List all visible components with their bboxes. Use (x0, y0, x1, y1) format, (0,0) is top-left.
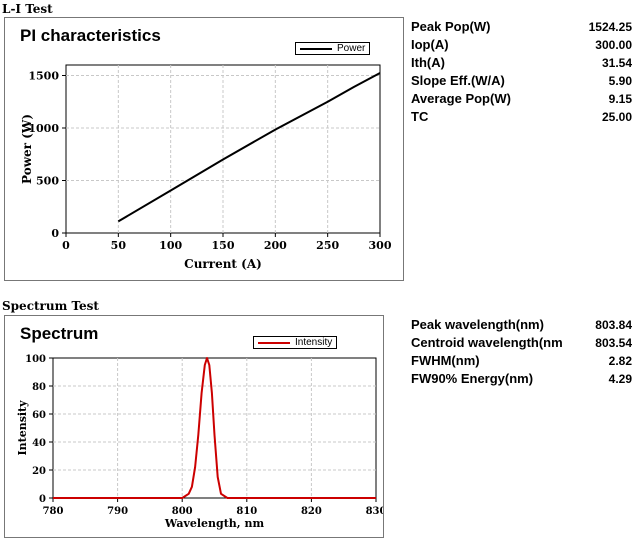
spectrum-chart-title: Spectrum (20, 324, 99, 343)
spectrum-x-tick-label: 830 (366, 506, 383, 517)
spectrum-x-tick-label: 790 (107, 506, 128, 517)
pi-x-tick-label: 300 (369, 239, 392, 252)
spectrum-stat-label: Peak wavelength(nm) (411, 317, 544, 332)
pi-x-tick-label: 200 (264, 239, 287, 252)
spectrum-stat-label: FWHM(nm) (411, 353, 480, 368)
spectrum-y-tick-label: 20 (32, 466, 46, 477)
spectrum-stat-value: 803.84 (595, 318, 632, 332)
spectrum-y-tick-label: 0 (39, 494, 46, 505)
spectrum-test-section-title: Spectrum Test (2, 299, 99, 313)
spectrum-y-tick-label: 100 (25, 354, 46, 365)
li-test-section-title: L-I Test (2, 2, 53, 16)
spectrum-stat-row: Peak wavelength(nm) 803.84 (411, 316, 632, 334)
pi-chart-panel: PI characteristics Power 0 50 100 150 200 250… (4, 17, 404, 281)
pi-y-tick-label: 1500 (28, 70, 59, 83)
spectrum-x-tick-label: 810 (236, 506, 257, 517)
spectrum-legend-label: Intensity (295, 337, 333, 348)
pi-chart: 0 50 100 150 200 250 300 0 500 1000 1500 Current (A… (20, 64, 392, 271)
li-stat-label: Iop(A) (411, 37, 449, 52)
pi-legend-label: Power (337, 43, 366, 54)
spectrum-y-tick-label: 60 (32, 410, 46, 421)
li-stat-label: Peak Pop(W) (411, 19, 491, 34)
pi-series-line (117, 72, 381, 223)
spectrum-stat-value: 4.29 (608, 372, 632, 386)
li-stat-row: Iop(A) 300.00 (411, 36, 632, 54)
pi-y-tick-label: 1000 (28, 122, 59, 135)
spectrum-stat-row: FWHM(nm) 2.82 (411, 352, 632, 370)
li-stat-value: 300.00 (595, 38, 632, 52)
spectrum-x-axis-label: Wavelength, nm (164, 517, 265, 530)
pi-legend: Power (295, 42, 371, 55)
spectrum-stat-row: Centroid wavelength(nm 803.54 (411, 334, 632, 352)
spectrum-chart-panel: Spectrum Intensity 780 790 800 810 820 830 0 20… (4, 315, 384, 538)
li-stats-panel: Peak Pop(W) 1524.25 Iop(A) 300.00 Ith(A) 31.5… (411, 18, 632, 148)
pi-x-tick-label: 250 (316, 239, 339, 252)
pi-x-tick-label: 0 (62, 239, 70, 252)
spectrum-legend: Intensity (253, 336, 338, 349)
spectrum-x-tick-label: 820 (301, 506, 322, 517)
li-stat-row: TC 25.00 (411, 108, 632, 126)
li-stat-row: Average Pop(W) 9.15 (411, 90, 632, 108)
spectrum-stats-panel: Peak wavelength(nm) 803.84 Centroid wavele… (411, 316, 632, 396)
li-stat-value: 1524.25 (588, 20, 632, 34)
spectrum-stat-value: 2.82 (608, 354, 632, 368)
spectrum-y-axis-label: Intensity (16, 400, 29, 456)
spectrum-stat-label: FW90% Energy(nm) (411, 371, 534, 386)
pi-x-axis-label: Current (A) (184, 257, 262, 271)
li-stat-value: 5.90 (608, 74, 632, 88)
spectrum-y-tick-label: 80 (32, 382, 46, 393)
spectrum-x-tick-label: 780 (43, 506, 64, 517)
spectrum-legend-swatch (258, 341, 290, 344)
spectrum-stat-row: FW90% Energy(nm) 4.29 (411, 370, 632, 388)
li-stat-label: TC (411, 109, 429, 124)
li-stat-label: Slope Eff.(W/A) (411, 73, 505, 88)
spectrum-stat-value: 803.54 (595, 336, 632, 350)
pi-y-axis-label: Power (W) (20, 114, 34, 184)
li-stat-label: Average Pop(W) (411, 91, 511, 106)
pi-legend-swatch (300, 47, 332, 50)
li-stat-value: 31.54 (601, 56, 632, 70)
li-stat-row: Peak Pop(W) 1524.25 (411, 18, 632, 36)
pi-x-tick-label: 50 (111, 239, 127, 252)
li-stat-value: 9.15 (608, 92, 632, 106)
pi-y-tick-label: 0 (51, 227, 59, 240)
pi-x-tick-label: 100 (159, 239, 182, 252)
spectrum-x-tick-label: 800 (172, 506, 193, 517)
li-stat-row: Ith(A) 31.54 (411, 54, 632, 72)
li-stat-value: 25.00 (601, 110, 632, 124)
spectrum-chart: 780 790 800 810 820 830 0 20 40 60 80 100 Wavelength… (16, 354, 383, 530)
li-stat-row: Slope Eff.(W/A) 5.90 (411, 72, 632, 90)
pi-x-tick-label: 150 (212, 239, 235, 252)
spectrum-y-tick-label: 40 (32, 438, 46, 449)
pi-chart-title: PI characteristics (20, 26, 161, 45)
pi-y-tick-label: 500 (36, 175, 59, 188)
li-stat-label: Ith(A) (411, 55, 445, 70)
spectrum-series-line (53, 357, 376, 499)
spectrum-stat-label: Centroid wavelength(nm (411, 335, 563, 350)
